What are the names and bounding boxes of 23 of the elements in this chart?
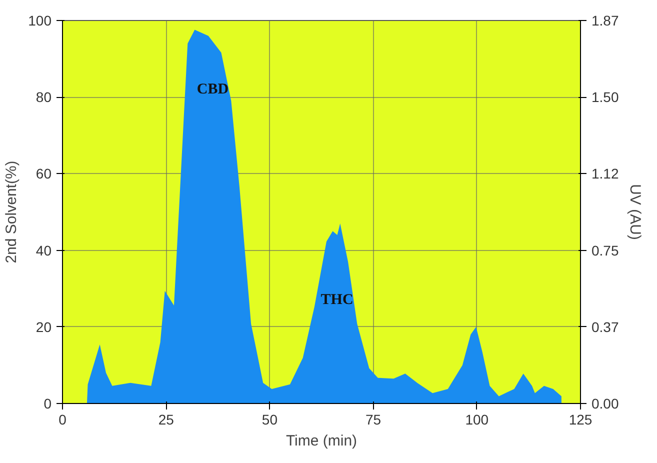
y2-tick-label: 1.87 — [592, 12, 619, 28]
annotation: CBD — [196, 81, 229, 98]
y-tick-label: 100 — [28, 12, 52, 28]
y2-tick-label: 0.00 — [592, 396, 619, 412]
y-tick-label: 0 — [44, 396, 52, 412]
y-tick-label: 40 — [36, 242, 52, 258]
y2-tick-label: 0.75 — [592, 242, 619, 258]
y2-tick-label: 1.12 — [592, 166, 619, 182]
x-tick-label: 75 — [366, 412, 382, 428]
y-axis-title: 2nd Solvent(%) — [3, 160, 20, 264]
annotation: THC — [320, 292, 354, 308]
x-tick-label: 50 — [262, 412, 278, 428]
y2-axis-title: UV (AU) — [626, 184, 644, 240]
x-tick-label: 25 — [158, 412, 174, 428]
x-tick-label: 100 — [465, 412, 489, 428]
x-axis-title: Time (min) — [286, 432, 358, 450]
y2-tick-label: 0.37 — [592, 318, 619, 335]
y2-tick-label: 1.50 — [592, 89, 619, 106]
y-tick-label: 20 — [36, 318, 52, 335]
x-tick-label: 125 — [568, 412, 592, 428]
y-tick-label: 80 — [36, 89, 52, 106]
x-tick-label: 0 — [58, 412, 67, 428]
y-tick-label: 60 — [36, 166, 52, 182]
